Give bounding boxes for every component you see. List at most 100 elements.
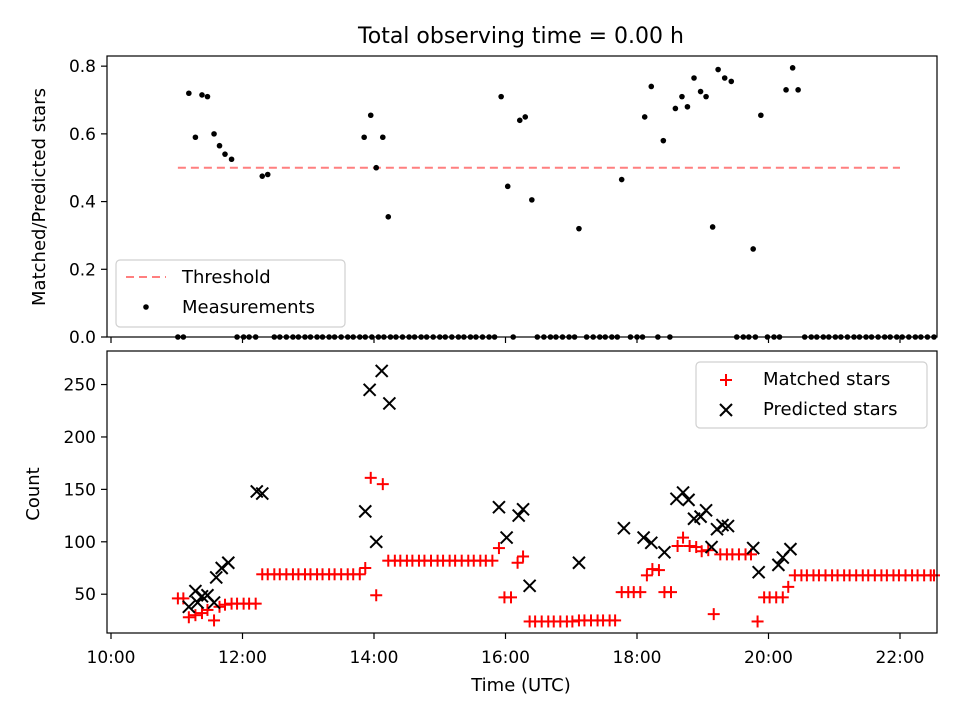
matched-star-marker xyxy=(634,586,647,599)
count-panel: 50 100 150 200 250 10:00 12:00 14:00 16:00 18:00 2… xyxy=(23,350,940,696)
measurement-point xyxy=(750,246,756,252)
measurement-point xyxy=(222,151,228,157)
count-x-tick-label: 18:00 xyxy=(613,648,662,668)
predicted-legend-label: Predicted stars xyxy=(763,399,897,420)
measurement-point xyxy=(703,93,709,100)
count-plot-frame xyxy=(106,350,938,634)
count-x-tick-label: 16:00 xyxy=(481,648,530,668)
count-x-tick-label: 10:00 xyxy=(87,648,136,668)
predicted-star-marker xyxy=(644,536,658,550)
matched-star-marker xyxy=(751,615,764,628)
matched-star-marker xyxy=(218,598,231,611)
matched-star-marker xyxy=(652,564,665,577)
predicted-star-marker xyxy=(492,500,506,514)
predicted-star-marker xyxy=(209,570,223,585)
measurement-point xyxy=(789,65,796,71)
ratio-y-tick-label: 0.8 xyxy=(69,57,96,77)
measurement-point xyxy=(504,183,511,190)
predicted-star-marker xyxy=(715,518,730,532)
matched-star-marker xyxy=(359,562,372,575)
measurement-point xyxy=(259,173,266,179)
measurement-point xyxy=(385,214,392,220)
matched-star-marker xyxy=(776,591,789,604)
predicted-star-marker xyxy=(721,519,735,533)
measurement-point xyxy=(379,134,386,141)
count-axes: 50 100 150 200 250 10:00 12:00 14:00 16:00 18:00 2… xyxy=(64,376,925,668)
matched-star-marker xyxy=(486,554,499,567)
predicted-star-marker xyxy=(369,535,383,549)
ratio-y-tick-label: 0.4 xyxy=(69,193,96,213)
measurement-point xyxy=(691,75,697,81)
ratio-y-tick-label: 0.2 xyxy=(69,260,96,280)
measurements-legend-label: Measurements xyxy=(182,297,315,318)
count-y-axis-label: Count xyxy=(23,467,44,520)
matched-legend-label: Matched stars xyxy=(763,369,890,390)
matched-star-marker xyxy=(646,563,659,576)
matched-star-marker xyxy=(376,478,389,491)
matched-star-marker xyxy=(353,568,366,581)
matched-star-marker xyxy=(492,542,505,555)
ratio-y-tick-label: 0.6 xyxy=(69,125,96,145)
ratio-panel: Total observing time = 0.00 h 0.00.20.40… xyxy=(29,24,938,348)
matched-star-marker xyxy=(505,591,518,604)
measurement-point xyxy=(211,131,217,137)
measurement-point xyxy=(186,90,192,97)
measurement-point xyxy=(758,112,764,119)
predicted-star-marker xyxy=(190,595,205,610)
matched-star-marker xyxy=(511,556,524,569)
count-legend: Matched stars Predicted stars xyxy=(695,361,928,429)
count-y-tick-label: 250 xyxy=(64,376,96,396)
measurement-point xyxy=(498,93,504,100)
measurement-point xyxy=(697,88,704,95)
ratio-y-tick-label: 0.0 xyxy=(69,328,96,348)
predicted-star-marker xyxy=(358,504,372,519)
measurement-point xyxy=(529,197,535,203)
predicted-star-marker xyxy=(699,503,713,518)
measurement-point xyxy=(641,114,648,120)
predicted-star-marker xyxy=(771,558,786,572)
matched-star-marker xyxy=(370,589,383,602)
measurement-point xyxy=(264,171,271,178)
matched-star-marker xyxy=(364,471,377,484)
chart-title: Total observing time = 0.00 h xyxy=(357,24,684,49)
predicted-star-marker xyxy=(499,530,514,545)
matched-star-marker xyxy=(671,539,684,552)
ratio-plot-frame xyxy=(106,55,938,338)
matched-star-marker xyxy=(665,586,677,599)
predicted-star-points xyxy=(182,364,798,614)
predicted-star-marker xyxy=(516,502,530,517)
predicted-star-marker xyxy=(704,540,719,554)
matched-star-marker xyxy=(517,550,530,563)
measurement-point xyxy=(576,225,582,232)
measurement-point xyxy=(618,176,625,183)
threshold-legend-label: Threshold xyxy=(181,267,271,288)
predicted-star-marker xyxy=(681,493,696,507)
predicted-star-marker xyxy=(751,565,766,579)
matched-star-marker xyxy=(640,569,653,582)
predicted-star-marker xyxy=(746,541,760,555)
measurement-point xyxy=(199,92,205,98)
matched-star-points xyxy=(171,471,940,628)
measurement-point xyxy=(672,105,679,112)
ratio-legend: Threshold Measurements xyxy=(115,259,346,328)
predicted-star-marker xyxy=(255,486,269,501)
measurement-point xyxy=(228,156,235,163)
measurement-point xyxy=(709,224,716,230)
predicted-star-marker xyxy=(572,556,586,570)
ratio-axes: 0.0 0.2 0.4 0.6 0.8 xyxy=(69,57,901,348)
ratio-legend-box xyxy=(115,259,346,328)
predicted-star-marker xyxy=(636,530,651,545)
predicted-star-marker xyxy=(207,595,221,610)
predicted-star-marker xyxy=(657,545,672,559)
matched-star-marker xyxy=(201,603,214,616)
measurement-point xyxy=(516,117,523,124)
count-y-tick-label: 200 xyxy=(64,428,96,448)
matched-star-marker xyxy=(566,615,579,628)
predicted-star-marker xyxy=(382,396,397,411)
measurement-point xyxy=(648,83,655,90)
matched-star-marker xyxy=(208,614,221,627)
predicted-star-marker xyxy=(511,508,526,523)
measurement-point xyxy=(373,164,380,171)
predicted-star-marker xyxy=(522,579,537,593)
